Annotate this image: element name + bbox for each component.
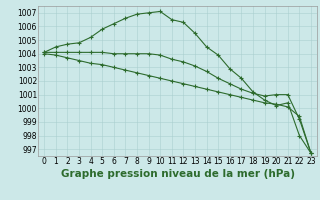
X-axis label: Graphe pression niveau de la mer (hPa): Graphe pression niveau de la mer (hPa): [60, 169, 295, 179]
